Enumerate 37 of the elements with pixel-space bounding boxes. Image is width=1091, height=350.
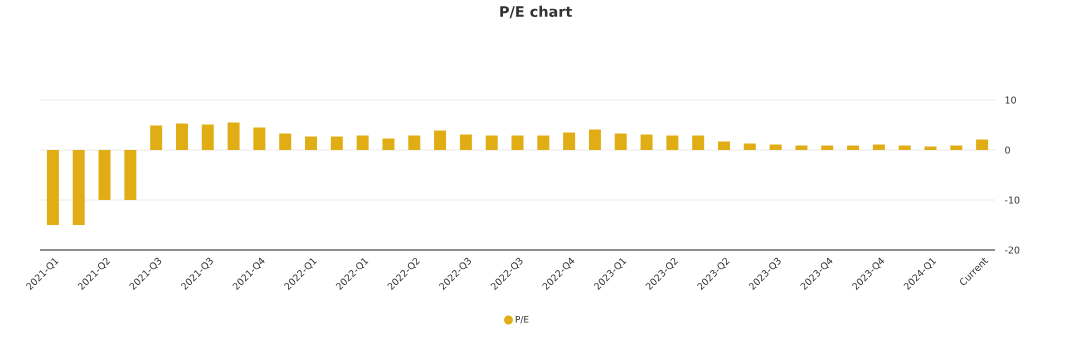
bar <box>46 150 59 225</box>
bar <box>511 135 524 150</box>
bar <box>124 150 137 200</box>
bar <box>459 134 472 150</box>
bar <box>382 138 395 150</box>
bar <box>588 129 601 150</box>
bar <box>769 144 782 150</box>
bar <box>872 144 885 150</box>
bar <box>563 132 576 150</box>
bar <box>201 124 214 150</box>
bar <box>279 133 292 150</box>
bar <box>537 135 550 150</box>
bar <box>666 135 679 150</box>
bar <box>150 125 163 150</box>
bar <box>718 141 730 150</box>
bar <box>640 134 653 150</box>
bar <box>485 135 498 150</box>
y-tick-label: -20 <box>1005 246 1020 254</box>
bar <box>408 135 421 150</box>
bar <box>614 133 627 150</box>
bar <box>743 143 756 150</box>
bar <box>434 130 447 150</box>
bar <box>305 136 318 150</box>
bar <box>253 127 266 150</box>
y-tick-label: -10 <box>1005 196 1020 204</box>
y-tick-label: 0 <box>1005 146 1010 154</box>
bar <box>227 122 240 150</box>
legend-label: P/E <box>515 316 529 324</box>
bar <box>330 136 343 150</box>
bar <box>98 150 111 200</box>
bar <box>356 135 369 150</box>
chart-title: P/E chart <box>500 5 573 19</box>
bar <box>175 123 188 150</box>
y-tick-label: 10 <box>1005 96 1016 104</box>
bar <box>976 139 989 150</box>
bar <box>692 135 705 150</box>
bar <box>72 150 85 225</box>
